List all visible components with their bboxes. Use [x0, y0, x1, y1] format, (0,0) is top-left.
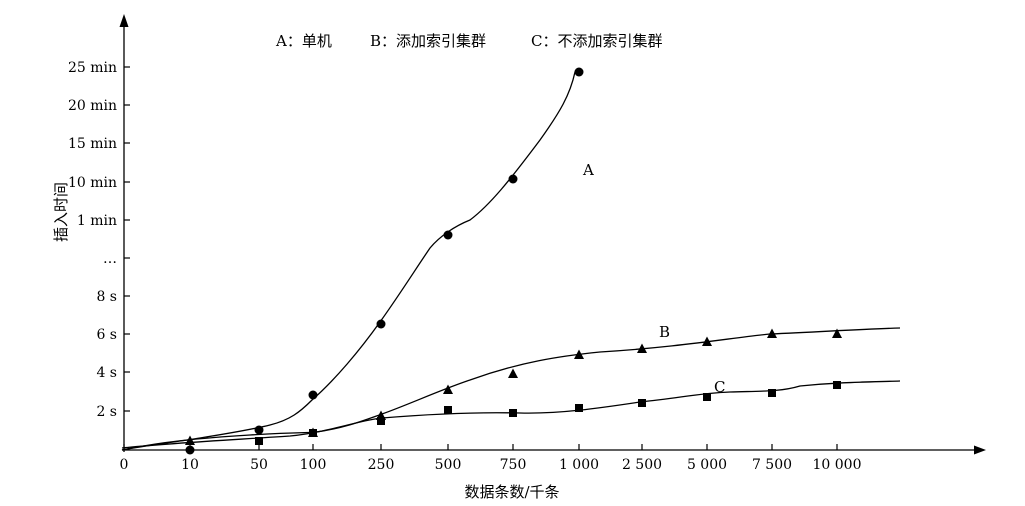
series-a-point: [185, 445, 195, 455]
x-tick-label: 750: [500, 457, 527, 473]
x-tick-label: 1 000: [559, 457, 599, 473]
y-tick-label: 1 min: [77, 213, 117, 229]
series-a-point: [443, 230, 453, 240]
x-axis-arrow: [974, 445, 986, 455]
series-b-point: [702, 336, 712, 346]
x-tick-label: 2 500: [622, 457, 662, 473]
y-tick-label: 10 min: [68, 175, 117, 191]
legend-entry-a: A：单机: [275, 32, 332, 50]
series-c-point: [768, 389, 776, 397]
y-tick-label: 15 min: [68, 136, 117, 152]
y-tick-label: 2 s: [96, 404, 117, 420]
legend-entry-b: B：添加索引集群: [370, 32, 486, 50]
x-axis-title: 数据条数/千条: [464, 483, 559, 501]
series-a-tag: A: [582, 161, 594, 179]
series-a-point: [574, 67, 584, 77]
series-b-point: [767, 328, 777, 338]
series-b-curve: [121, 327, 901, 451]
series-b-point: [637, 343, 647, 353]
x-tick-label: 250: [368, 457, 395, 473]
y-tick-label: 6 s: [96, 327, 117, 343]
y-axis-arrow: [119, 14, 129, 27]
x-tick-label: 10 000: [813, 457, 862, 473]
series-c-point: [444, 406, 452, 414]
series-b-point: [832, 328, 842, 338]
series-c-point: [309, 429, 317, 437]
y-axis-title: 插入时间: [52, 182, 70, 242]
y-tick-label: 25 min: [68, 60, 117, 76]
x-tick-label: 7 500: [752, 457, 792, 473]
series-c-tag: C: [714, 378, 725, 396]
y-tick-label: 20 min: [68, 98, 117, 114]
legend: A：单机 B：添加索引集群 C：不添加索引集群: [275, 32, 662, 50]
legend-entry-c: C：不添加索引集群: [531, 32, 662, 50]
x-tick-label: 10: [181, 457, 199, 473]
series-b-point: [508, 368, 518, 378]
series-c-point: [833, 381, 841, 389]
series-b-point: [185, 435, 195, 445]
series-c-point: [703, 393, 711, 401]
x-tick-label: 50: [250, 457, 268, 473]
series-a-curve: [121, 71, 580, 451]
series-c-point: [638, 399, 646, 407]
x-tick-label: 500: [435, 457, 462, 473]
series-c-point: [509, 409, 517, 417]
series-c-curve: [121, 380, 901, 449]
series-c-point: [255, 437, 263, 445]
x-tick-label: 100: [300, 457, 327, 473]
series-c-point: [377, 417, 385, 425]
series-b-point: [443, 384, 453, 394]
y-tick-group: 2 s 4 s 6 s 8 s … 1 min 10 min 15 min 20 min 25 m…: [68, 60, 130, 420]
series-a-point: [308, 390, 318, 400]
y-tick-label: 4 s: [96, 365, 117, 381]
series-curves: [121, 71, 901, 451]
x-tick-label: 0: [120, 457, 129, 473]
series-a-point: [508, 174, 518, 184]
series-a-point: [376, 319, 386, 329]
x-tick-label: 5 000: [687, 457, 727, 473]
x-tick-group: 0 10 50 100 250 500 750 1 000 2 500 5 000 7 500 10 …: [120, 444, 862, 473]
series-markers: [185, 67, 842, 455]
y-tick-label: …: [103, 251, 117, 267]
y-tick-label: 8 s: [96, 289, 117, 305]
series-c-point: [575, 404, 583, 412]
series-a-point: [254, 425, 264, 435]
series-b-tag: B: [659, 323, 670, 341]
series-b-point: [574, 349, 584, 359]
